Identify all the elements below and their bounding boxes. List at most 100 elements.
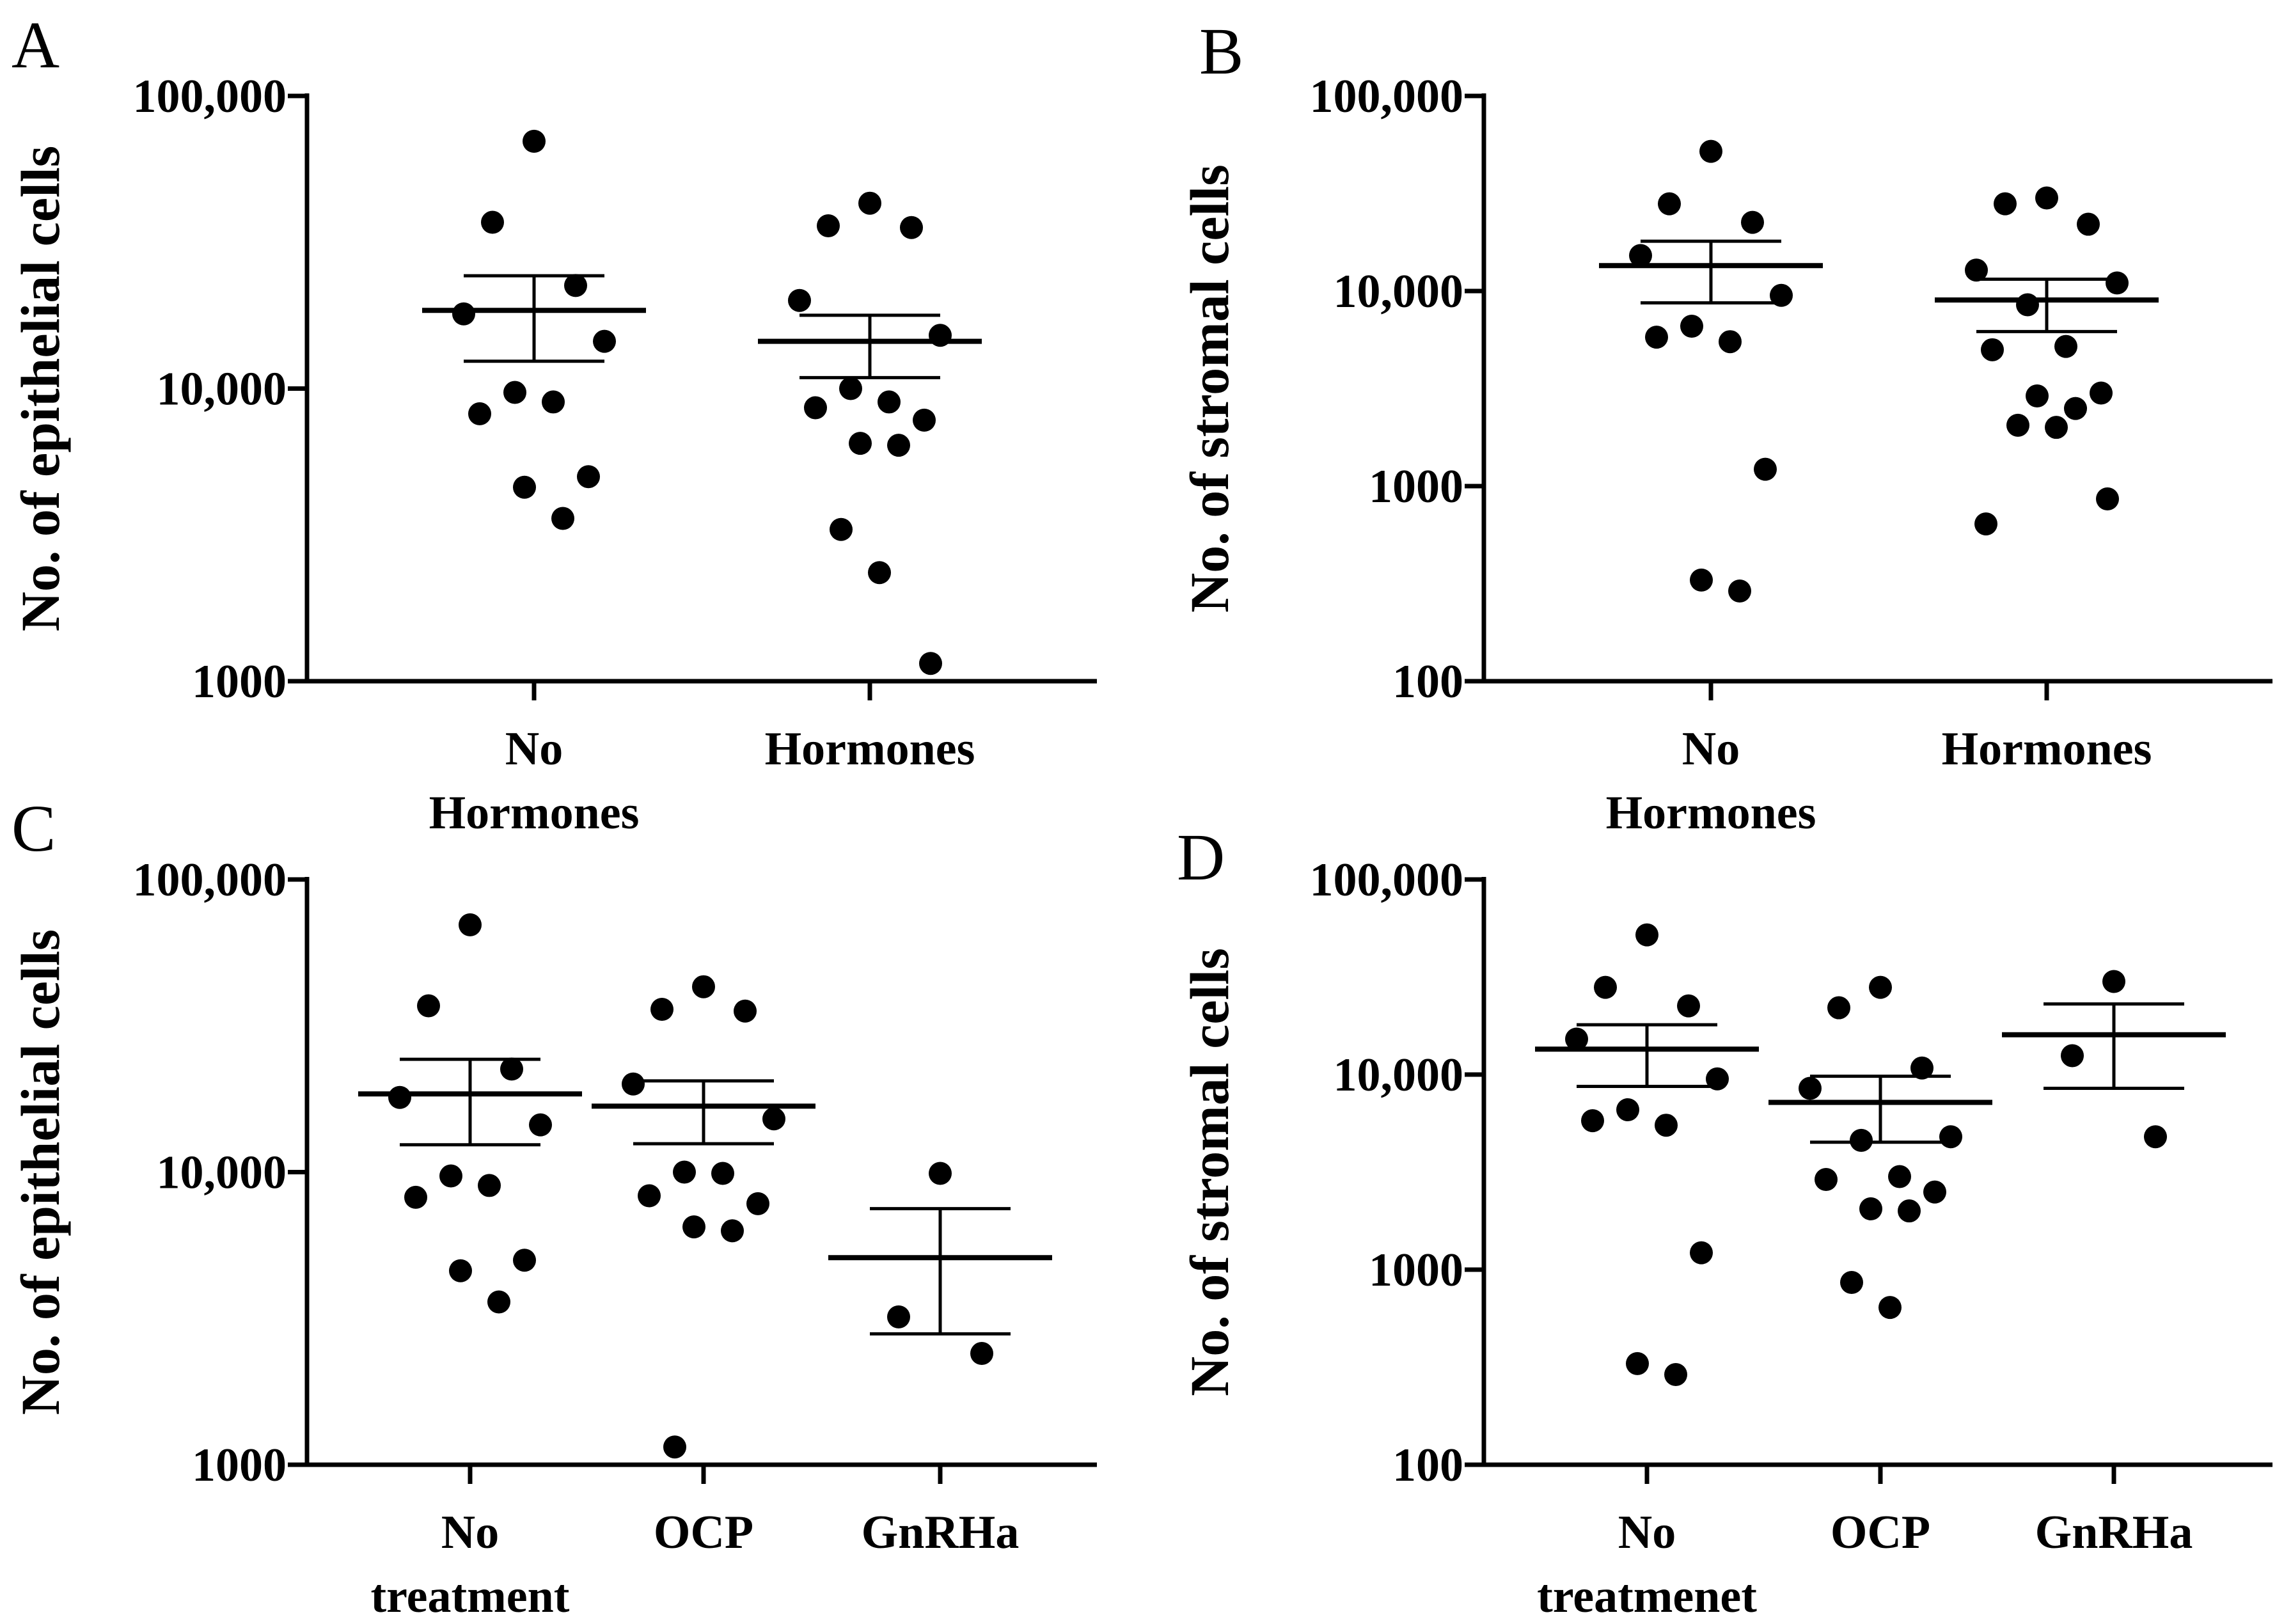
data-point: [1840, 1270, 1863, 1294]
data-point: [1869, 975, 1892, 999]
data-point: [2061, 1044, 2084, 1068]
data-point: [1741, 210, 1764, 234]
data-point: [2035, 186, 2058, 210]
y-tick-label: 10,000: [157, 363, 287, 416]
x-category-label: Hormones: [429, 787, 640, 839]
data-point: [513, 1249, 536, 1272]
data-point: [459, 913, 482, 936]
y-tick-label: 100,000: [1310, 854, 1464, 906]
y-tick-label: 100,000: [1310, 70, 1464, 123]
data-point: [1626, 1352, 1649, 1375]
data-point: [1754, 457, 1777, 481]
data-point: [650, 997, 673, 1021]
data-point: [1706, 1067, 1729, 1091]
x-category-label: No: [1618, 1506, 1676, 1559]
data-point: [2106, 271, 2129, 295]
panel-B: B 100 1000 10,000 100,000 No. of stromal cell…: [1179, 15, 2272, 839]
y-tick-label: 100,000: [133, 70, 287, 123]
y-axis-title: No. of epithelial cells: [10, 146, 71, 632]
data-point: [1719, 330, 1742, 354]
data-point: [887, 434, 910, 457]
data-point: [1850, 1128, 1873, 1152]
data-point: [929, 324, 952, 347]
data-point: [868, 561, 891, 585]
data-point: [2077, 212, 2100, 236]
data-point: [900, 216, 923, 239]
x-category-label: treatment: [371, 1570, 570, 1623]
data-point: [1878, 1296, 1902, 1320]
x-category-label: Hormones: [1942, 723, 2152, 775]
data-point: [449, 1259, 472, 1282]
data-point: [622, 1072, 645, 1096]
panel-letter: D: [1177, 821, 1225, 894]
panel-C: C 1000 10,000 100,000 No. of epithelial cell…: [10, 792, 1097, 1623]
data-point: [2054, 335, 2077, 358]
data-point: [1655, 1114, 1678, 1137]
data-point: [673, 1160, 696, 1184]
y-axis-title: No. of stromal cells: [1179, 948, 1240, 1396]
data-point: [404, 1185, 427, 1209]
data-point: [1664, 1362, 1687, 1386]
data-point: [468, 402, 491, 425]
data-point: [638, 1184, 661, 1208]
data-point: [849, 432, 872, 455]
data-point: [1965, 258, 1988, 282]
data-point: [1690, 1241, 1713, 1265]
data-point: [2090, 381, 2113, 405]
x-category-label: Hormones: [1606, 787, 1816, 839]
data-point: [564, 274, 587, 297]
data-point: [817, 214, 840, 237]
data-point: [1770, 283, 1793, 307]
data-point: [1581, 1109, 1604, 1133]
y-tick-label: 10,000: [157, 1147, 287, 1199]
data-point: [1728, 579, 1751, 603]
panel-letter: B: [1199, 15, 1243, 88]
x-category-label: GnRHa: [2035, 1506, 2193, 1559]
data-point: [1888, 1165, 1911, 1188]
data-point: [2096, 487, 2119, 510]
y-tick-label: 1000: [1369, 461, 1463, 513]
panel-letter: C: [12, 792, 56, 865]
data-point: [2045, 416, 2068, 439]
data-point: [500, 1057, 523, 1081]
data-point: [2064, 397, 2087, 420]
data-point: [1690, 568, 1713, 592]
data-point: [513, 475, 536, 499]
x-category-label: No: [1682, 723, 1740, 775]
data-point: [481, 210, 504, 234]
data-point: [692, 975, 715, 998]
data-point: [919, 652, 942, 675]
data-point: [1699, 139, 1722, 163]
y-tick-label: 100: [1392, 656, 1463, 708]
data-point: [711, 1162, 734, 1185]
data-point: [2016, 293, 2039, 317]
data-point: [1680, 315, 1703, 338]
data-point: [762, 1107, 785, 1131]
data-point: [1939, 1125, 1962, 1149]
data-point: [1981, 338, 2004, 361]
data-point: [1815, 1167, 1838, 1191]
data-point: [388, 1085, 411, 1109]
data-point: [1616, 1098, 1639, 1122]
data-point: [1994, 192, 2017, 216]
panel-A: A 1000 10,000 100,000 No. of epithelial cell…: [10, 8, 1097, 839]
data-point: [1565, 1027, 1588, 1051]
panel-D: D 100 1000 10,000 100,000 No. of stromal cell…: [1177, 821, 2272, 1623]
data-point: [1677, 994, 1700, 1018]
x-category-label: No: [505, 723, 563, 775]
data-point: [734, 999, 757, 1023]
data-point: [887, 1305, 910, 1328]
data-point: [1645, 326, 1668, 349]
data-point: [1594, 975, 1617, 999]
data-point: [929, 1162, 952, 1185]
data-point: [542, 390, 565, 414]
data-point: [913, 408, 936, 432]
data-point: [839, 377, 862, 400]
data-point: [721, 1219, 744, 1243]
data-point: [577, 465, 600, 489]
data-point: [2144, 1125, 2167, 1149]
y-tick-label: 1000: [192, 656, 287, 708]
data-point: [551, 507, 574, 530]
data-point: [1658, 192, 1681, 216]
